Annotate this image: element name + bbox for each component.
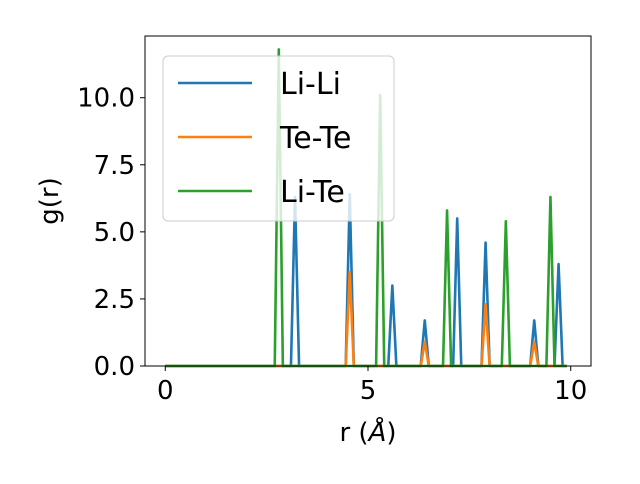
x-tick-label: 5 xyxy=(360,376,377,406)
legend-label: Li-Li xyxy=(280,67,341,102)
legend-entries: Li-Li Te-Te Li-Te xyxy=(178,67,351,210)
y-tick-label: 2.5 xyxy=(94,285,135,315)
y-tick-label: 0.0 xyxy=(94,352,135,382)
y-tick-label: 5.0 xyxy=(94,218,135,248)
x-tick-label: 0 xyxy=(157,376,174,406)
ticks-layer: 0 5 10 0.0 2.5 5.0 7.5 10.0 xyxy=(77,84,587,406)
y-axis-label: g(r) xyxy=(35,177,65,224)
y-tick-label: 7.5 xyxy=(94,151,135,181)
legend-box xyxy=(162,55,395,222)
x-tick-label: 10 xyxy=(554,376,587,406)
legend-label: Li-Te xyxy=(280,175,345,210)
legend-label: Te-Te xyxy=(279,121,351,156)
x-axis-label: r (Å) xyxy=(339,416,396,448)
series-line-li-te xyxy=(165,48,567,368)
legend: Li-Li Te-Te Li-Te xyxy=(162,55,395,222)
y-tick-label: 10.0 xyxy=(77,84,135,114)
